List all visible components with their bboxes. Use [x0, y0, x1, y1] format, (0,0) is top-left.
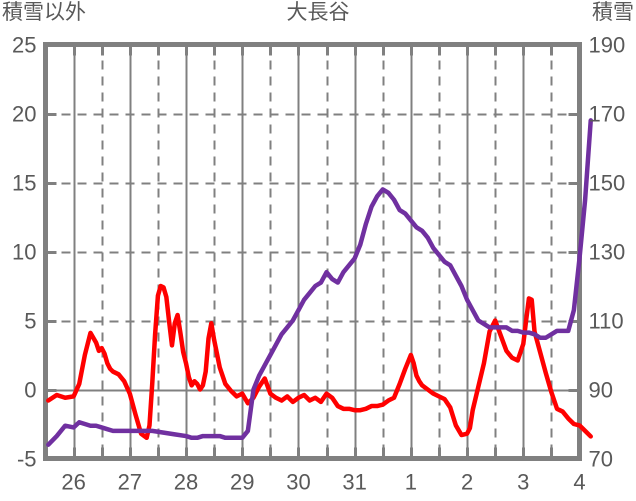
y-axis-tick-label: 15 — [12, 171, 36, 196]
y2-axis-tick-label: 150 — [589, 171, 626, 196]
y2-axis-tick-label: 110 — [589, 309, 624, 334]
x-axis-tick-label: 28 — [174, 470, 198, 495]
y2-axis-tick-label: 170 — [589, 102, 626, 127]
data-series-layer — [46, 118, 593, 447]
x-axis-tick-label: 29 — [230, 470, 254, 495]
left-axis-title: 積雪以外 — [2, 1, 86, 24]
x-axis-tick-label: 4 — [573, 470, 585, 495]
y-axis-tick-label: 25 — [12, 33, 36, 58]
y2-axis-tick-label: 90 — [589, 378, 613, 403]
x-axis-tick-label: 30 — [286, 470, 310, 495]
x-axis-tick-label: 26 — [61, 470, 85, 495]
series-line-other — [46, 283, 593, 441]
x-axis-tick-label: 27 — [118, 470, 142, 495]
x-axis-tick-label: 31 — [342, 470, 366, 495]
right-axis-title: 積雪 — [592, 1, 634, 24]
x-axis-tick-label: 3 — [517, 470, 529, 495]
y2-axis-tick-label: 130 — [589, 240, 626, 265]
y-axis-tick-label: -5 — [17, 447, 37, 472]
y-axis-tick-label: 0 — [24, 378, 36, 403]
x-axis-tick-label: 2 — [461, 470, 473, 495]
series-line-snow-depth — [46, 118, 593, 447]
x-axis-tick-label: 1 — [405, 470, 417, 495]
y-axis-tick-label: 20 — [12, 102, 36, 127]
y2-axis-tick-label: 70 — [589, 447, 613, 472]
y2-axis-tick-label: 190 — [589, 33, 626, 58]
y-axis-tick-label: 10 — [12, 240, 36, 265]
page-title: 大長谷 — [286, 1, 350, 24]
gridlines — [45, 44, 580, 459]
y-axis-tick-label: 5 — [24, 309, 36, 334]
